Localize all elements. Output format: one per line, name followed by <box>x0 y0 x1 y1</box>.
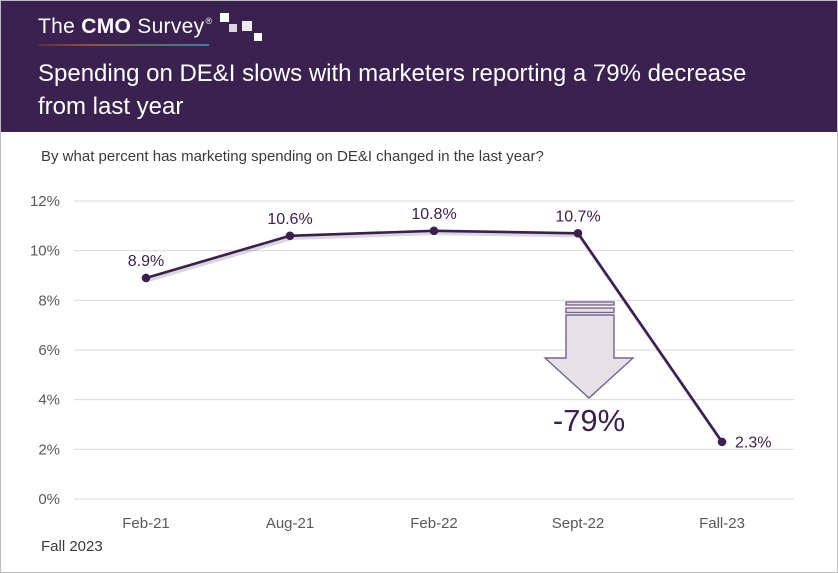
arrow-body <box>543 314 635 399</box>
logo-bold: CMO <box>81 15 132 38</box>
logo-pixel-square <box>220 13 229 22</box>
data-point <box>429 226 439 236</box>
y-tick-label: 0% <box>38 491 60 508</box>
data-point-label: 8.9% <box>128 253 164 270</box>
arrow-stripe <box>565 301 615 306</box>
question-text: By what percent has marketing spending o… <box>41 148 544 165</box>
footer-survey-edition: Fall 2023 <box>41 538 103 555</box>
logo-pixel-square <box>229 24 237 32</box>
arrow-stripe <box>565 307 615 314</box>
header-banner: The CMO Survey® Spending on DE&I slows w… <box>1 1 837 132</box>
trademark-symbol: ® <box>205 16 213 26</box>
data-point-label: 10.8% <box>411 206 456 223</box>
page-title: Spending on DE&I slows with marketers re… <box>38 60 747 120</box>
logo-pixel-square <box>254 33 262 41</box>
logo: The CMO Survey® <box>38 15 212 39</box>
logo-underline <box>38 44 209 46</box>
y-tick-label: 2% <box>38 441 60 458</box>
data-point <box>717 437 727 447</box>
y-tick-label: 12% <box>30 193 60 210</box>
y-tick-label: 10% <box>30 243 60 260</box>
x-tick-label: Sept-22 <box>552 515 605 532</box>
data-point-label: 2.3% <box>735 434 771 451</box>
logo-pixel-square <box>242 21 252 31</box>
x-tick-label: Feb-22 <box>410 515 458 532</box>
data-point <box>285 231 295 241</box>
logo-suffix: Survey <box>131 15 205 38</box>
data-point-label: 10.7% <box>555 208 600 225</box>
data-point-label: 10.6% <box>267 211 312 228</box>
logo-prefix: The <box>38 15 82 38</box>
x-tick-label: Fall-23 <box>699 515 745 532</box>
down-arrow-icon <box>543 301 635 399</box>
decrease-callout-label: -79% <box>552 403 626 438</box>
data-point <box>573 228 583 238</box>
y-tick-label: 6% <box>38 342 60 359</box>
x-tick-label: Feb-21 <box>122 515 170 532</box>
x-tick-label: Aug-21 <box>266 515 314 532</box>
y-tick-label: 4% <box>38 392 60 409</box>
y-tick-label: 8% <box>38 292 60 309</box>
data-point <box>141 273 151 283</box>
